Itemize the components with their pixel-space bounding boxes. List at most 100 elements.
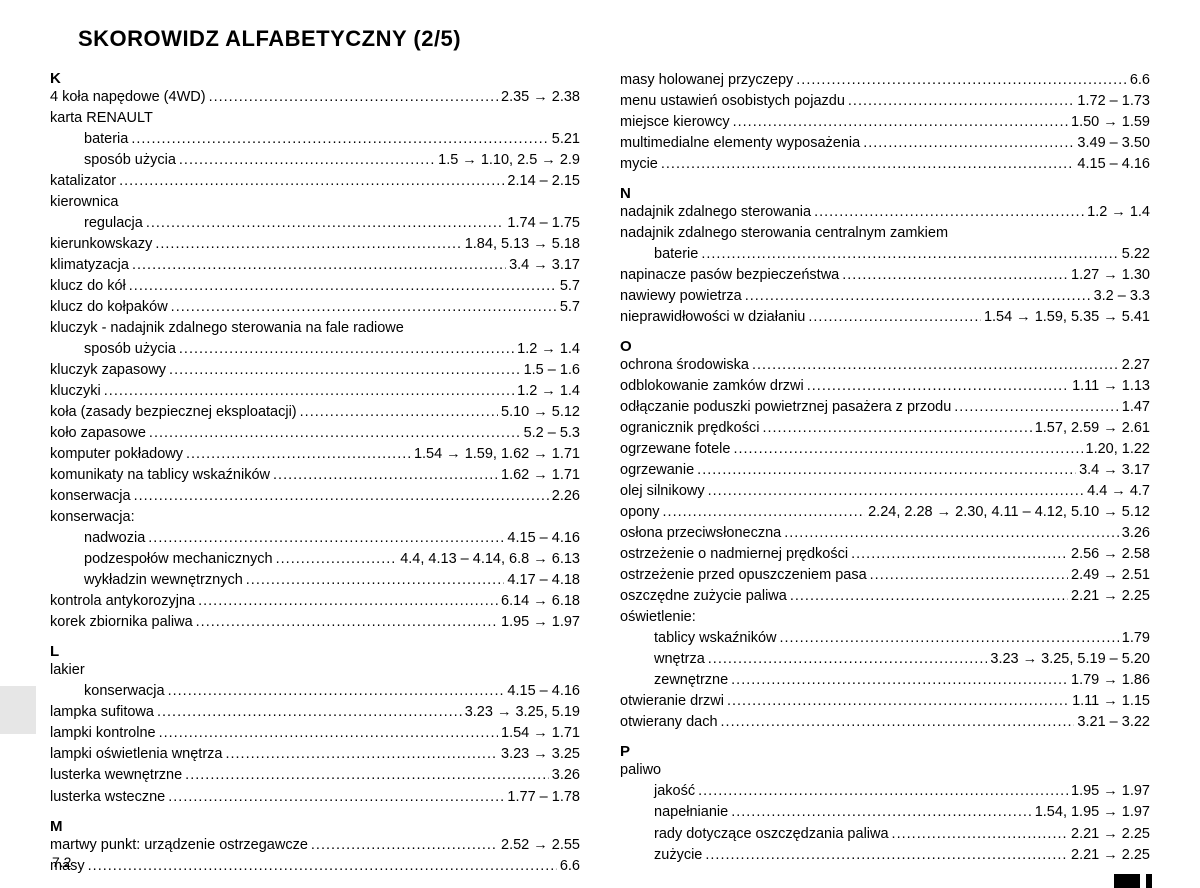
leader-dots (780, 628, 1119, 649)
leader-dots (790, 586, 1068, 607)
index-pages: 2.26 (552, 486, 580, 507)
index-term: multimedialne elementy wyposażenia (620, 133, 860, 154)
leader-dots (171, 297, 557, 318)
index-entry: kluczyk zapasowy 1.5 – 1.6 (50, 360, 580, 381)
leader-dots (185, 765, 549, 786)
leader-dots (863, 133, 1074, 154)
index-pages: 1.79 → 1.86 (1071, 670, 1150, 691)
leader-dots (808, 307, 981, 328)
index-pages: 1.95 → 1.97 (1071, 781, 1150, 802)
index-term: koło zapasowe (50, 423, 146, 444)
leader-dots (276, 549, 398, 570)
index-pages: 3.23 → 3.25, 5.19 (465, 702, 580, 723)
index-pages: 4.17 – 4.18 (507, 570, 580, 591)
index-pages: 2.35 → 2.38 (501, 87, 580, 108)
index-entry: konserwacja 2.26 (50, 486, 580, 507)
leader-dots (848, 91, 1075, 112)
index-entry: miejsce kierowcy 1.50 → 1.59 (620, 112, 1150, 133)
leader-dots (311, 835, 498, 856)
index-pages: 5.7 (560, 276, 580, 297)
index-pages: 3.49 – 3.50 (1077, 133, 1150, 154)
index-entry: nawiewy powietrza 3.2 – 3.3 (620, 286, 1150, 307)
leader-dots (273, 465, 498, 486)
index-entry: oszczędne zużycie paliwa 2.21 → 2.25 (620, 586, 1150, 607)
index-pages: 3.26 (1122, 523, 1150, 544)
leader-dots (954, 397, 1118, 418)
index-entry: otwieranie drzwi 1.11 → 1.15 (620, 691, 1150, 712)
index-pages: 3.2 – 3.3 (1094, 286, 1150, 307)
index-entry: komunikaty na tablicy wskaźników 1.62 → … (50, 465, 580, 486)
leader-dots (169, 360, 521, 381)
leader-dots (784, 523, 1119, 544)
leader-dots (300, 402, 498, 423)
column-right: masy holowanej przyczepy 6.6menu ustawie… (620, 70, 1150, 877)
index-pages: 1.27 → 1.30 (1071, 265, 1150, 286)
index-pages: 1.54 → 1.59, 1.62 → 1.71 (414, 444, 580, 465)
index-term: otwierany dach (620, 712, 718, 733)
leader-dots (663, 502, 866, 523)
index-term: klucz do kół (50, 276, 126, 297)
leader-dots (752, 355, 1119, 376)
page-number: 7.2 (52, 854, 71, 870)
leader-dots (701, 244, 1118, 265)
index-pages: 4.15 – 4.16 (507, 528, 580, 549)
index-entry: zewnętrzne 1.79 → 1.86 (620, 670, 1150, 691)
index-pages: 1.54 → 1.59, 5.35 → 5.41 (984, 307, 1150, 328)
index-entry: nadajnik zdalnego sterowania 1.2 → 1.4 (620, 202, 1150, 223)
index-pages: 2.21 → 2.25 (1071, 845, 1150, 866)
index-term: lusterka wewnętrzne (50, 765, 182, 786)
leader-dots (155, 234, 461, 255)
index-pages: 1.47 (1122, 397, 1150, 418)
index-term: korek zbiornika paliwa (50, 612, 193, 633)
index-entry: kluczyki 1.2 → 1.4 (50, 381, 580, 402)
index-pages: 1.54, 1.95 → 1.97 (1035, 802, 1150, 823)
index-entry: koła (zasady bezpiecznej eksploatacji) 5… (50, 402, 580, 423)
index-pages: 1.5 – 1.6 (524, 360, 580, 381)
index-term: zewnętrzne (654, 670, 728, 691)
index-columns: K4 koła napędowe (4WD) 2.35 → 2.38karta … (50, 70, 1150, 877)
leader-dots (134, 486, 549, 507)
leader-dots (842, 265, 1068, 286)
index-term: koła (zasady bezpiecznej eksploatacji) (50, 402, 297, 423)
leader-dots (104, 381, 514, 402)
index-entry: baterie 5.22 (620, 244, 1150, 265)
index-term: masy holowanej przyczepy (620, 70, 793, 91)
index-term: napełnianie (654, 802, 728, 823)
index-term: mycie (620, 154, 658, 175)
index-entry: lampki oświetlenia wnętrza 3.23 → 3.25 (50, 744, 580, 765)
index-entry: konserwacja 4.15 – 4.16 (50, 681, 580, 702)
leader-dots (119, 171, 504, 192)
index-entry: osłona przeciwsłoneczna 3.26 (620, 523, 1150, 544)
index-pages: 2.27 (1122, 355, 1150, 376)
index-pages: 1.5 → 1.10, 2.5 → 2.9 (438, 150, 580, 171)
index-entry: korek zbiornika paliwa 1.95 → 1.97 (50, 612, 580, 633)
index-entry: ogranicznik prędkości 1.57, 2.59 → 2.61 (620, 418, 1150, 439)
index-entry: koło zapasowe 5.2 – 5.3 (50, 423, 580, 444)
leader-dots (892, 824, 1068, 845)
index-term: baterie (654, 244, 698, 265)
index-term: ogranicznik prędkości (620, 418, 759, 439)
index-term: jakość (654, 781, 695, 802)
index-term: kontrola antykorozyjna (50, 591, 195, 612)
leader-dots (131, 129, 548, 150)
leader-dots (168, 681, 505, 702)
index-term: nadajnik zdalnego sterowania (620, 202, 811, 223)
index-pages: 5.7 (560, 297, 580, 318)
index-pages: 5.10 → 5.12 (501, 402, 580, 423)
leader-dots (149, 423, 521, 444)
index-entry-header: lakier (50, 660, 580, 681)
index-pages: 6.14 → 6.18 (501, 591, 580, 612)
index-pages: 1.72 – 1.73 (1077, 91, 1150, 112)
index-pages: 2.14 – 2.15 (507, 171, 580, 192)
index-entry: wykładzin wewnętrznych 4.17 – 4.18 (50, 570, 580, 591)
section-letter: L (50, 643, 580, 660)
index-entry: rady dotyczące oszczędzania paliwa 2.21 … (620, 824, 1150, 845)
leader-dots (148, 528, 504, 549)
index-entry: olej silnikowy 4.4 → 4.7 (620, 481, 1150, 502)
index-pages: 2.24, 2.28 → 2.30, 4.11 – 4.12, 5.10 → 5… (868, 502, 1150, 523)
index-term: 4 koła napędowe (4WD) (50, 87, 206, 108)
index-pages: 3.23 → 3.25 (501, 744, 580, 765)
index-entry: ogrzewane fotele 1.20, 1.22 (620, 439, 1150, 460)
leader-dots (807, 376, 1069, 397)
index-pages: 5.2 – 5.3 (524, 423, 580, 444)
